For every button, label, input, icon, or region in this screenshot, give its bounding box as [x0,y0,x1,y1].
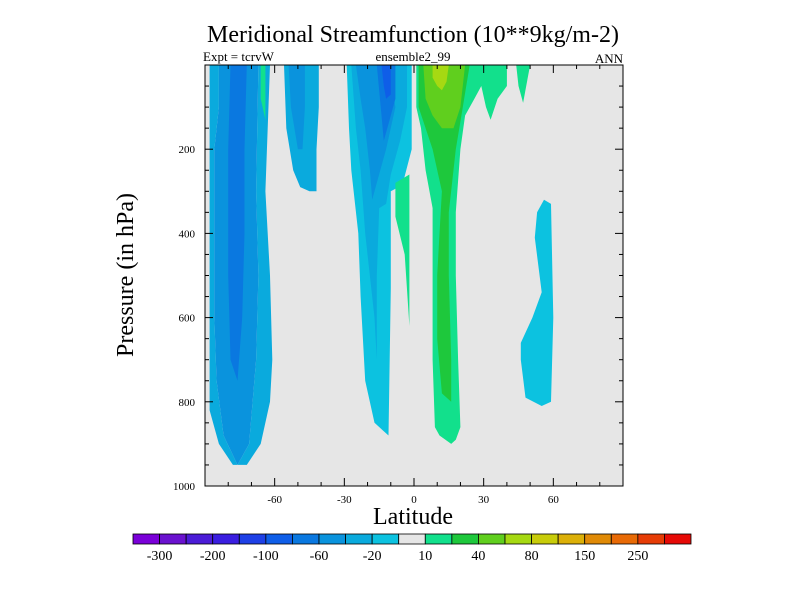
contour-region-14 [423,65,466,129]
colorbar-swatch [531,533,559,545]
colorbar-swatch [292,533,320,545]
colorbar-swatch [504,533,532,545]
colorbar-label: 10 [418,549,432,564]
x-axis-label: Latitude [373,504,453,530]
colorbar-swatch [371,533,400,545]
colorbar-swatch [478,533,506,545]
colorbar-label: 250 [627,549,648,564]
colorbar-label: -300 [147,549,173,564]
contour-region-11 [395,174,410,326]
colorbar-label: 80 [525,549,539,564]
colorbar-swatch [398,533,426,545]
axis-ticks: -60 -30 0 30 60 200 400 600 800 1000 [173,64,624,506]
colorbar-swatch [584,533,612,545]
colorbar-swatch [159,533,187,545]
colorbar-swatch [185,533,214,545]
colorbar-swatch [212,533,240,545]
contour-region-2 [228,65,247,381]
colorbar-swatch [345,533,373,545]
y-tick-label: 800 [179,397,196,409]
subtitle-right: ANN [595,51,624,66]
x-tick-label: 30 [478,494,490,506]
colorbar-swatch [265,533,293,545]
contour-region-17 [520,199,554,406]
subtitle-left: Expt = tcrvW [203,49,275,64]
contour-region-10 [381,65,391,99]
contour-region-13 [418,65,470,402]
colorbar-label: -20 [363,549,382,564]
contour-region-7 [351,65,407,360]
x-tick-label: -30 [337,494,352,506]
colorbar-swatch [557,533,586,545]
contour-regions [209,65,554,465]
colorbar-label: -100 [253,549,279,564]
colorbar-swatch [664,533,692,545]
colorbar-swatch [318,533,346,545]
colorbar-label: -200 [200,549,226,564]
colorbar-swatch [238,533,267,545]
colorbar-swatch [610,533,639,545]
chart-title: Meridional Streamfunction (10**9kg/m-2) [207,22,619,48]
contour-region-15 [432,65,449,91]
y-tick-label: 400 [179,228,196,240]
colorbar-swatch [637,533,665,545]
y-axis-label: Pressure (in hPa) [113,193,139,357]
colorbar-label: 150 [574,549,595,564]
contour-region-16 [516,65,531,103]
colorbar-swatch [451,533,479,545]
y-tick-label: 200 [179,144,196,156]
x-tick-label: 60 [548,494,560,506]
colorbar-label: 40 [471,549,485,564]
colorbar-swatch [424,533,453,545]
colorbar-swatch [132,533,160,545]
contour-region-5 [288,65,305,150]
plot-background [205,65,623,486]
colorbar-label: -60 [310,549,329,564]
y-tick-label: 600 [179,313,196,325]
y-tick-label: 1000 [173,481,196,493]
x-tick-label: -60 [267,494,282,506]
contour-region-0 [209,65,273,465]
subtitle-center: ensemble2_99 [375,49,450,64]
x-tick-label: 0 [411,494,417,506]
colorbar: -300 -200 -100 -60 -20 10 40 80 150 250 [132,533,692,564]
contour-region-3 [260,65,266,120]
